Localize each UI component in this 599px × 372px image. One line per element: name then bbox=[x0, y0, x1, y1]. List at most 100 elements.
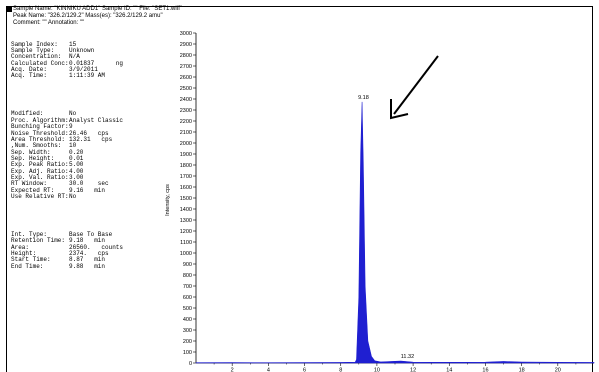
info-value: 0.01 bbox=[69, 154, 84, 162]
info-value: 4.00 bbox=[69, 167, 84, 175]
info-label: Bunching Factor: bbox=[11, 123, 69, 131]
info-row: Sep. Height: 0.01 bbox=[11, 155, 83, 162]
x-tick-label: 12 bbox=[410, 368, 416, 372]
y-tick-label: 1100 bbox=[180, 240, 192, 246]
info-row: RT Window: 30.0 sec bbox=[11, 180, 109, 187]
info-value: 132.31 cps bbox=[69, 135, 113, 143]
y-tick-label: 500 bbox=[183, 306, 192, 312]
info-label: Proc. Algorithm: bbox=[11, 116, 69, 124]
y-tick-label: 600 bbox=[183, 295, 192, 301]
info-value: 30.0 sec bbox=[69, 180, 109, 188]
info-label: Sample Type: bbox=[11, 47, 55, 55]
info-label: Area: bbox=[11, 243, 30, 251]
y-tick-label: 1000 bbox=[180, 251, 192, 257]
info-label: End Time: bbox=[11, 262, 44, 270]
y-tick-label: 2900 bbox=[180, 42, 192, 48]
info-label: Sep. Width: bbox=[11, 148, 51, 156]
info-label: Calculated Conc: bbox=[11, 59, 69, 67]
info-value: 9.18 min bbox=[69, 237, 106, 245]
info-label: Area Threshold: bbox=[11, 135, 66, 143]
info-row: Expected RT: 9.16 min bbox=[11, 187, 105, 194]
header-comment-line: Comment: "" Annotation: "" bbox=[13, 20, 85, 26]
info-value: 3/9/2011 bbox=[69, 66, 98, 74]
info-label: Retention Time: bbox=[11, 237, 66, 245]
info-value: 0.20 bbox=[69, 148, 84, 156]
info-row: Concentration: N/A bbox=[11, 54, 80, 61]
info-value: 26.46 cps bbox=[69, 129, 109, 137]
info-label: RT Window: bbox=[11, 180, 48, 188]
info-row: Exp. Val. Ratio: 3.00 bbox=[11, 174, 83, 181]
y-axis-title: Intensity, cps bbox=[165, 184, 171, 216]
y-tick-label: 2100 bbox=[180, 130, 192, 136]
x-tick-label: 14 bbox=[446, 368, 452, 372]
info-value: 9.16 min bbox=[69, 186, 106, 194]
info-value: 15 bbox=[69, 40, 77, 48]
quantitation-info-panel: Sample Index: 15 Sample Type: Unknown Concen… bbox=[11, 29, 123, 276]
y-tick-label: 900 bbox=[183, 262, 192, 268]
x-tick-label: 6 bbox=[303, 368, 306, 372]
info-value: No bbox=[69, 110, 77, 118]
info-row: Sample Type: Unknown bbox=[11, 47, 94, 54]
info-row: Proc. Algorithm: Analyst Classic bbox=[11, 117, 123, 124]
y-tick-label: 2300 bbox=[180, 108, 192, 114]
info-value: 2374. cps bbox=[69, 250, 109, 258]
header-marker bbox=[7, 7, 12, 12]
info-row: Area Threshold: 132.31 cps bbox=[11, 136, 112, 143]
header-sample-line: Sample Name: "KINNIKU ADD1" Sample ID: "… bbox=[13, 6, 183, 12]
info-value: Analyst Classic bbox=[69, 116, 124, 124]
y-tick-label: 1500 bbox=[180, 196, 192, 202]
info-row: Noise Threshold: 26.46 cps bbox=[11, 130, 109, 137]
info-row: Calculated Conc: 0.01837 ng bbox=[11, 60, 123, 67]
info-label: Exp. Peak Ratio: bbox=[11, 161, 69, 169]
y-tick-label: 0 bbox=[189, 361, 192, 367]
y-tick-label: 1700 bbox=[180, 174, 192, 180]
x-tick-label: 10 bbox=[374, 368, 380, 372]
info-label: Acq. Time: bbox=[11, 72, 48, 80]
x-tick-label: 20 bbox=[555, 368, 561, 372]
info-label: Expected RT: bbox=[11, 186, 55, 194]
info-row: Sample Index: 15 bbox=[11, 41, 76, 48]
info-value: Unknown bbox=[69, 47, 95, 55]
info-value: 3.00 bbox=[69, 173, 84, 181]
info-row: Int. Type: Base To Base bbox=[11, 231, 112, 238]
info-row: Retention Time: 9.18 min bbox=[11, 237, 105, 244]
info-value: N/A bbox=[69, 53, 80, 61]
info-label: ,Num. Smooths: bbox=[11, 142, 62, 150]
header-peak-line: Peak Name: "326.2/129.2" Mass(es): "326.… bbox=[13, 13, 163, 19]
info-label: Start Time: bbox=[11, 256, 51, 264]
info-value: 0.01837 ng bbox=[69, 59, 124, 67]
y-tick-label: 2800 bbox=[180, 53, 192, 59]
y-tick-label: 300 bbox=[183, 328, 192, 334]
info-value: Base To Base bbox=[69, 231, 113, 238]
info-value: 5.00 bbox=[69, 161, 84, 169]
info-row: Height: 2374. cps bbox=[11, 250, 109, 257]
info-value: 26560. counts bbox=[69, 243, 124, 251]
y-tick-label: 800 bbox=[183, 273, 192, 279]
sample-info-block: Sample Index: 15 Sample Type: Unknown Concen… bbox=[11, 41, 123, 80]
info-row: End Time: 9.88 min bbox=[11, 263, 105, 270]
y-tick-label: 1200 bbox=[180, 229, 192, 235]
y-tick-label: 2400 bbox=[180, 97, 192, 103]
info-row: Modified: No bbox=[11, 111, 76, 118]
info-label: Sample Index: bbox=[11, 40, 58, 48]
peak-label: 11.32 bbox=[401, 354, 414, 360]
info-value: 10 bbox=[69, 142, 77, 150]
x-tick-label: 16 bbox=[482, 368, 488, 372]
y-tick-label: 1600 bbox=[180, 185, 192, 191]
y-tick-label: 200 bbox=[183, 339, 192, 345]
x-tick-label: 2 bbox=[231, 368, 234, 372]
info-label: Modified: bbox=[11, 110, 44, 118]
y-tick-label: 100 bbox=[183, 350, 192, 356]
info-row: ,Num. Smooths: 10 bbox=[11, 142, 76, 149]
info-value: 9.88 min bbox=[69, 262, 106, 270]
info-value: 1:11:39 AM bbox=[69, 72, 106, 80]
peak-label: 9.18 bbox=[358, 95, 369, 101]
y-tick-label: 2200 bbox=[180, 119, 192, 125]
y-tick-label: 2000 bbox=[180, 141, 192, 147]
info-row: Exp. Adj. Ratio: 4.00 bbox=[11, 168, 83, 175]
info-row: Use Relative RT: No bbox=[11, 193, 76, 200]
processing-info-block: Modified: No Proc. Algorithm: Analyst Class… bbox=[11, 111, 123, 200]
report-frame bbox=[6, 6, 593, 372]
info-label: Exp. Adj. Ratio: bbox=[11, 167, 69, 175]
y-tick-label: 2700 bbox=[180, 64, 192, 70]
